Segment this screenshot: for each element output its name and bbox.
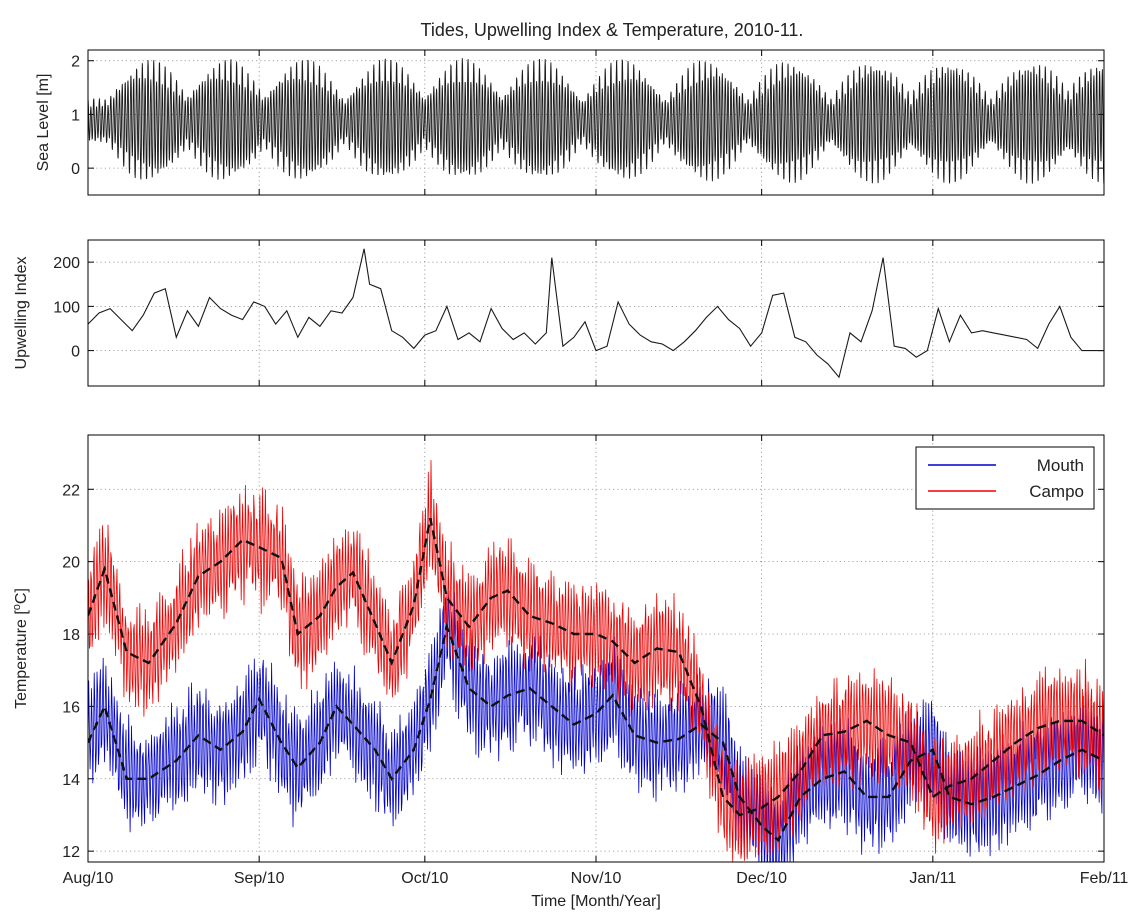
x-tick-label: Oct/10 (401, 870, 448, 887)
y-tick-label: 200 (53, 255, 80, 272)
y-tick-label: 18 (62, 627, 80, 644)
y-tick-label: 100 (53, 299, 80, 316)
y-tick-label: 0 (71, 161, 80, 178)
legend-box (915, 446, 1095, 510)
y-tick-label: 14 (62, 772, 80, 789)
raw-temperature-line-mouth (88, 590, 1104, 862)
axes-frame (87, 434, 1105, 863)
y-axis-label: Sea Level [m] (35, 74, 52, 172)
temperature-plot-area (88, 460, 1104, 862)
y-tick-label: 20 (62, 555, 80, 572)
x-tick-label: Jan/11 (909, 870, 956, 887)
sea-level-panel: 0 1 2 Sea Level [m] (35, 49, 1105, 196)
x-tick-label: Aug/10 (63, 870, 114, 887)
upwelling-panel: 0 100 200 Upwelling Index (13, 239, 1105, 387)
upwelling-index-line (87, 248, 1104, 379)
legend-label-mouth: Mouth (1037, 456, 1084, 475)
temperature-panel: Aug/10 Sep/10 Oct/10 Nov/10 Dec/10 Jan/11 Feb/… (11, 434, 1128, 910)
x-tick-label: Sep/10 (234, 870, 285, 887)
axis-ticks: 0 100 200 (53, 240, 1105, 386)
x-tick-label: Dec/10 (736, 870, 787, 887)
sea-level-line (87, 58, 1105, 184)
y-tick-label: 1 (71, 107, 80, 124)
y-tick-label: 12 (62, 844, 80, 861)
legend: Mouth Campo (915, 446, 1095, 510)
x-tick-label: Feb/11 (1080, 870, 1129, 887)
axes-frame (87, 49, 1105, 196)
y-tick-label: 22 (62, 482, 80, 499)
y-tick-label: 0 (71, 344, 80, 361)
axis-ticks: Aug/10 Sep/10 Oct/10 Nov/10 Dec/10 Jan/11 Feb/… (62, 435, 1128, 887)
axes-frame (87, 239, 1105, 387)
y-axis-label: Temperature [oC] (11, 588, 30, 709)
x-axis-label: Time [Month/Year] (531, 893, 661, 910)
y-tick-label: 16 (62, 699, 80, 716)
degree-superscript: o (11, 604, 23, 610)
figure-title: Tides, Upwelling Index & Temperature, 20… (421, 20, 804, 40)
smoothed-temperature-line-campo (88, 517, 1104, 817)
x-tick-label: Nov/10 (571, 870, 622, 887)
legend-label-campo: Campo (1029, 482, 1084, 501)
raw-temperature-line-campo (88, 460, 1104, 862)
y-tick-label: 2 (71, 54, 80, 71)
y-axis-label: Upwelling Index (13, 257, 30, 370)
